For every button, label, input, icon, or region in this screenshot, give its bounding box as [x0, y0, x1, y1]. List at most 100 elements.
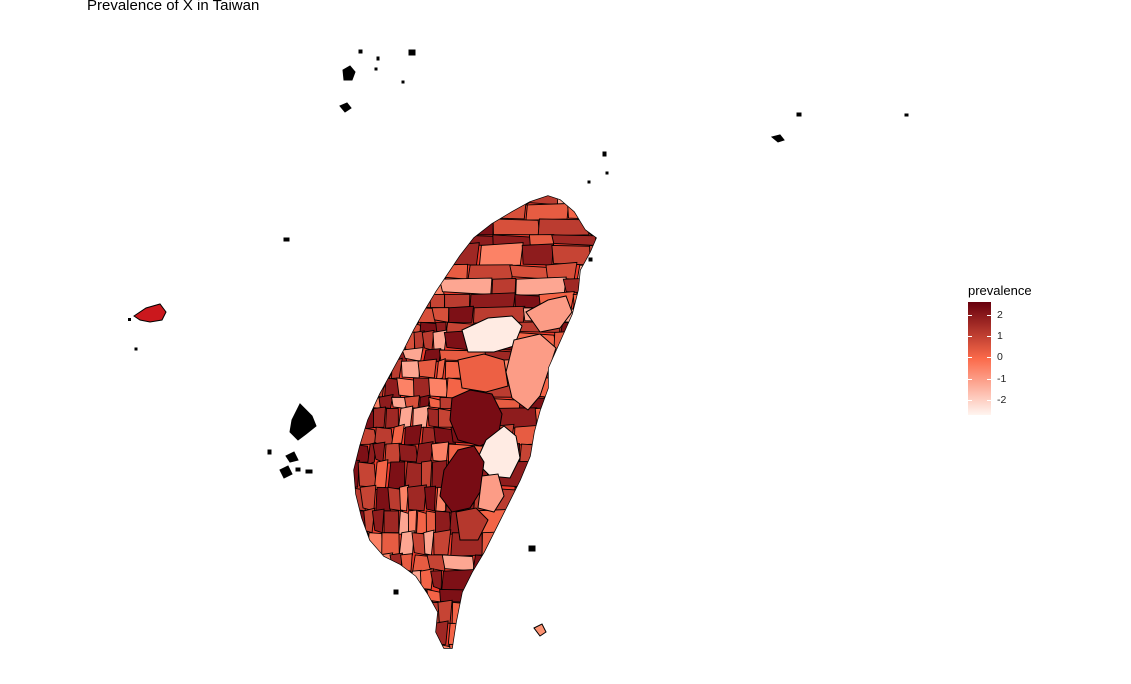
district-region: [372, 218, 392, 237]
district-region: [425, 234, 441, 249]
island-kinmen: [128, 303, 167, 323]
district-region: [448, 305, 474, 323]
district-region: [572, 405, 596, 429]
legend-tick-mark: [987, 336, 991, 338]
district-region: [354, 202, 367, 221]
district-region: [588, 331, 596, 351]
district-region: [362, 304, 380, 325]
district-region: [588, 554, 596, 572]
district-region: [354, 360, 360, 379]
district-region: [432, 204, 453, 223]
district-region: [354, 294, 360, 309]
district-region: [536, 426, 574, 446]
district-region: [368, 587, 386, 603]
district-region: [372, 641, 394, 648]
legend-tick-mark: [968, 336, 972, 338]
district-region: [492, 202, 527, 220]
district-region: [506, 588, 547, 604]
island-ne-2: [605, 171, 609, 175]
district-region: [556, 621, 596, 645]
district-region: [534, 406, 574, 428]
district-region: [387, 461, 406, 491]
district-region: [551, 360, 596, 379]
island-ne-3: [587, 180, 591, 184]
district-region: [354, 443, 371, 464]
district-region: [404, 202, 419, 220]
district-region: [363, 320, 375, 333]
district-region: [405, 331, 416, 351]
district-region: [568, 552, 592, 573]
district-region: [412, 215, 423, 236]
district-region: [389, 619, 405, 646]
district-region: [437, 599, 453, 624]
district-region: [556, 196, 596, 206]
district-region: [354, 569, 366, 590]
district-region: [354, 218, 365, 236]
island-s-1: [393, 589, 399, 595]
district-region: [370, 320, 383, 334]
district-region: [426, 554, 446, 572]
district-region: [589, 321, 596, 333]
district-region: [354, 426, 361, 445]
island-matsu-3: [358, 49, 363, 54]
district-region: [378, 393, 394, 409]
district-region: [371, 375, 386, 398]
district-region: [377, 305, 395, 326]
district-region: [389, 641, 404, 648]
district-region: [415, 203, 434, 220]
district-region: [552, 377, 592, 401]
district-region: [371, 600, 386, 624]
district-region: [579, 443, 596, 463]
district-region: [371, 231, 387, 246]
district-region: [395, 318, 406, 333]
district-region: [550, 510, 596, 534]
district-region: [570, 347, 596, 362]
district-region: [368, 359, 383, 381]
district-region: [401, 641, 422, 648]
district-region: [354, 406, 361, 428]
district-region: [487, 570, 545, 590]
district-region: [421, 329, 435, 351]
district-region: [399, 264, 413, 281]
district-region: [391, 396, 407, 410]
district-region: [375, 331, 394, 353]
district-region: [385, 408, 399, 429]
district-region: [441, 554, 475, 572]
district-region: [556, 486, 596, 512]
district-region: [385, 234, 404, 246]
district-region: [441, 568, 490, 592]
island-penghu-3: [279, 465, 293, 479]
district-region: [537, 570, 592, 590]
district-region: [588, 377, 596, 400]
district-region: [598, 361, 651, 379]
district-region: [553, 329, 592, 352]
district-region: [354, 588, 360, 603]
district-region: [403, 424, 423, 446]
island-penghu-6: [295, 467, 301, 472]
district-region: [595, 530, 596, 556]
legend-tick-mark: [987, 378, 991, 380]
legend-tick-mark: [968, 400, 972, 402]
island-matsu-7: [374, 67, 378, 71]
district-region: [383, 263, 401, 281]
district-region: [398, 443, 419, 463]
district-region: [558, 441, 584, 463]
district-region: [574, 641, 596, 648]
district-region: [354, 307, 366, 323]
district-region: [417, 358, 437, 379]
island-s-2: [528, 545, 536, 552]
district-region: [412, 234, 428, 248]
large-districts: [439, 295, 573, 541]
district-region: [537, 218, 590, 237]
legend-tick-label: 2: [997, 308, 1003, 321]
legend-color-bar: [968, 302, 991, 415]
island-matsu-5: [376, 56, 380, 61]
district-region: [571, 532, 596, 556]
district-region: [358, 622, 375, 645]
district-region: [354, 244, 364, 266]
district-region: [383, 510, 400, 534]
district-region: [392, 204, 406, 220]
district-region: [381, 588, 395, 603]
district-region: [495, 552, 546, 572]
district-region: [598, 508, 625, 534]
